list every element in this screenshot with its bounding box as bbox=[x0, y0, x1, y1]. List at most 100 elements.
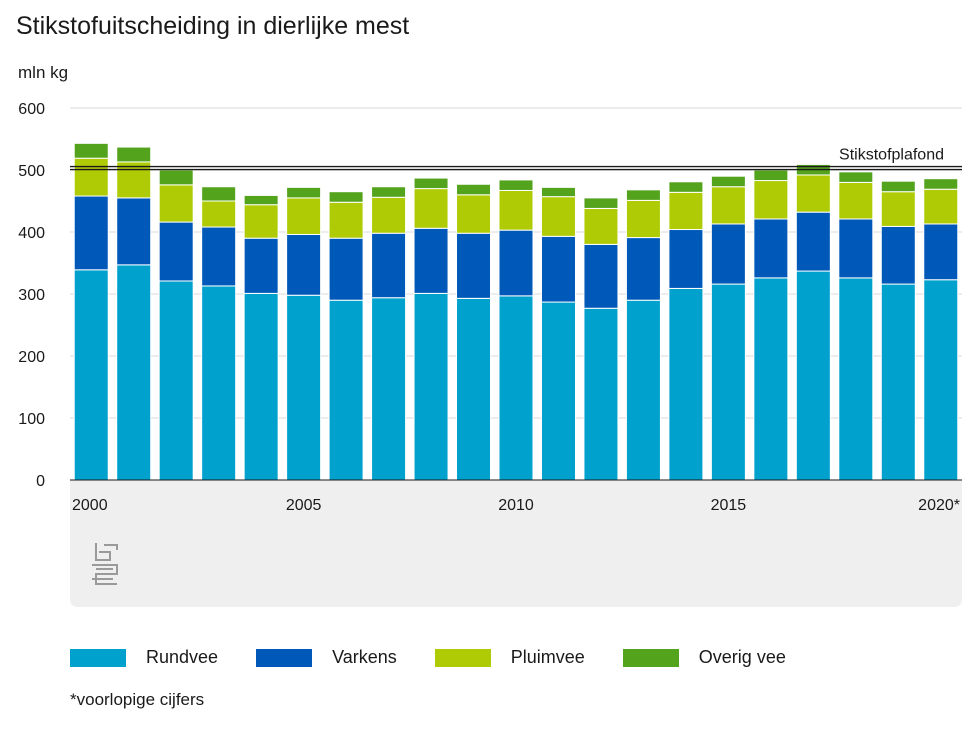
bar-segment-rundvee bbox=[286, 294, 322, 481]
bar-segment-varkens bbox=[116, 197, 152, 266]
bar-segment-varkens bbox=[880, 225, 916, 285]
bar-segment-pluimvee bbox=[158, 184, 194, 223]
bar-segment-pluimvee bbox=[753, 180, 789, 220]
cbs-logo-icon bbox=[92, 543, 118, 585]
bar-segment-varkens bbox=[158, 221, 194, 282]
bar-segment-pluimvee bbox=[371, 196, 407, 234]
legend-label-overig-vee: Overig vee bbox=[698, 647, 786, 667]
y-tick-label: 100 bbox=[18, 411, 45, 428]
bar-segment-rundvee bbox=[456, 297, 492, 481]
bar-segment-overig-vee bbox=[880, 180, 916, 193]
bar-segment-rundvee bbox=[923, 279, 959, 481]
y-tick-label: 500 bbox=[18, 163, 45, 180]
bar-segment-overig-vee bbox=[668, 181, 704, 193]
bar-segment-pluimvee bbox=[73, 157, 109, 197]
bar-segment-rundvee bbox=[73, 269, 109, 481]
legend: Rundvee Varkens Pluimvee Overig vee bbox=[70, 647, 824, 668]
bar-segment-rundvee bbox=[880, 283, 916, 481]
bar-segment-overig-vee bbox=[201, 186, 237, 202]
legend-label-rundvee: Rundvee bbox=[146, 647, 219, 667]
bar-segment-varkens bbox=[710, 223, 746, 285]
bar-segment-pluimvee bbox=[456, 194, 492, 234]
x-tick-label: 2000 bbox=[72, 497, 108, 514]
bar-segment-pluimvee bbox=[710, 186, 746, 225]
bar-segment-pluimvee bbox=[625, 199, 661, 239]
bar-segment-pluimvee bbox=[540, 196, 576, 237]
bar-segment-overig-vee bbox=[583, 197, 619, 209]
y-axis-unit-label: mln kg bbox=[18, 63, 69, 82]
bar-segment-rundvee bbox=[158, 280, 194, 481]
bar-segment-overig-vee bbox=[838, 171, 874, 183]
bar-segment-pluimvee bbox=[116, 161, 152, 199]
bar-segment-rundvee bbox=[243, 292, 279, 481]
y-tick-label: 600 bbox=[18, 101, 45, 118]
bar-segment-varkens bbox=[923, 223, 959, 281]
bar-segment-varkens bbox=[540, 235, 576, 303]
bar-segment-varkens bbox=[201, 226, 237, 287]
bar-segment-rundvee bbox=[625, 299, 661, 481]
bar-segment-varkens bbox=[583, 243, 619, 309]
bar-segment-rundvee bbox=[753, 277, 789, 481]
bar-segment-rundvee bbox=[838, 277, 874, 481]
bar-segment-rundvee bbox=[413, 292, 449, 481]
bar-segment-overig-vee bbox=[753, 169, 789, 182]
legend-label-pluimvee: Pluimvee bbox=[510, 647, 585, 667]
bar-segment-overig-vee bbox=[710, 175, 746, 188]
bar-segment-rundvee bbox=[328, 299, 364, 481]
bar-segment-varkens bbox=[753, 218, 789, 279]
bar-segment-overig-vee bbox=[328, 191, 364, 203]
bar-segment-varkens bbox=[838, 218, 874, 279]
bar-segment-varkens bbox=[328, 237, 364, 301]
bar-segment-pluimvee bbox=[795, 174, 831, 213]
bar-segment-overig-vee bbox=[73, 142, 109, 159]
footnote: *voorlopige cijfers bbox=[70, 690, 205, 709]
bar-segment-rundvee bbox=[116, 264, 152, 481]
bar-segment-varkens bbox=[371, 232, 407, 299]
y-tick-label: 400 bbox=[18, 225, 45, 242]
x-axis-panel bbox=[70, 480, 962, 607]
bar-segment-overig-vee bbox=[923, 178, 959, 190]
y-tick-label: 0 bbox=[36, 473, 45, 490]
bar-segment-varkens bbox=[73, 195, 109, 271]
bar-segment-rundvee bbox=[371, 297, 407, 481]
bar-segment-rundvee bbox=[583, 307, 619, 481]
bar-segment-varkens bbox=[456, 232, 492, 299]
y-tick-label: 200 bbox=[18, 349, 45, 366]
bar-segment-pluimvee bbox=[880, 191, 916, 227]
bar-segment-varkens bbox=[795, 211, 831, 272]
bar-segment-overig-vee bbox=[286, 186, 322, 199]
bar-segment-rundvee bbox=[498, 295, 534, 481]
bar-segment-varkens bbox=[413, 227, 449, 294]
bar-segment-overig-vee bbox=[243, 194, 279, 206]
bar-segment-overig-vee bbox=[498, 179, 534, 191]
x-tick-label: 2010 bbox=[498, 497, 534, 514]
bar-segment-pluimvee bbox=[243, 204, 279, 239]
bar-segment-overig-vee bbox=[456, 183, 492, 196]
x-tick-label: 2020* bbox=[918, 497, 960, 514]
bar-segment-varkens bbox=[625, 237, 661, 301]
bar-segment-pluimvee bbox=[413, 188, 449, 229]
bar-segment-pluimvee bbox=[583, 207, 619, 245]
legend-swatch-overig-vee bbox=[622, 648, 679, 667]
bar-segment-pluimvee bbox=[838, 181, 874, 220]
bar-segment-overig-vee bbox=[625, 189, 661, 201]
bar-segment-varkens bbox=[668, 229, 704, 289]
x-tick-label: 2005 bbox=[286, 497, 322, 514]
bar-segment-overig-vee bbox=[540, 186, 576, 198]
chart-title: Stikstofuitscheiding in dierlijke mest bbox=[16, 12, 410, 40]
bar-segment-overig-vee bbox=[116, 146, 152, 163]
bar-segment-pluimvee bbox=[201, 200, 237, 228]
legend-item-pluimvee: Pluimvee bbox=[434, 647, 585, 668]
bar-segment-varkens bbox=[243, 237, 279, 294]
legend-swatch-varkens bbox=[256, 648, 313, 667]
bar-segment-overig-vee bbox=[158, 169, 194, 186]
bar-segment-overig-vee bbox=[371, 186, 407, 198]
bar-segment-rundvee bbox=[710, 283, 746, 481]
y-tick-label: 300 bbox=[18, 287, 45, 304]
legend-label-varkens: Varkens bbox=[332, 647, 397, 667]
legend-swatch-pluimvee bbox=[434, 648, 491, 667]
bar-segment-pluimvee bbox=[286, 197, 322, 235]
bar-segment-pluimvee bbox=[923, 188, 959, 225]
x-tick-label: 2015 bbox=[711, 497, 747, 514]
bar-segment-overig-vee bbox=[413, 177, 449, 190]
